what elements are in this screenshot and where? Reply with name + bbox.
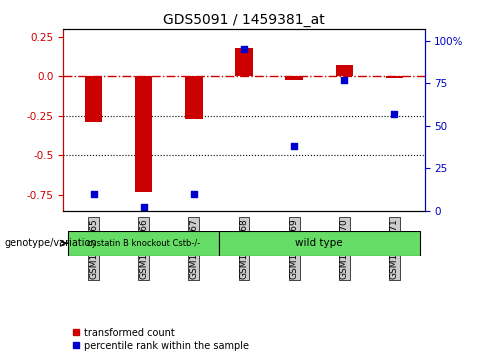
Point: [140, 204, 147, 210]
Point: [240, 46, 248, 52]
Text: cystatin B knockout Cstb-/-: cystatin B knockout Cstb-/-: [87, 239, 200, 248]
Legend: transformed count, percentile rank within the sample: transformed count, percentile rank withi…: [68, 324, 253, 355]
Point: [190, 191, 198, 196]
Bar: [336, 65, 353, 76]
Bar: [85, 76, 102, 122]
Bar: [135, 76, 152, 192]
Bar: [235, 48, 253, 76]
Point: [90, 191, 98, 196]
Point: [290, 143, 298, 149]
Point: [341, 77, 348, 83]
Bar: [219, 231, 420, 256]
Text: genotype/variation: genotype/variation: [5, 238, 98, 248]
Bar: [285, 76, 303, 79]
Bar: [68, 231, 219, 256]
Title: GDS5091 / 1459381_at: GDS5091 / 1459381_at: [163, 13, 325, 26]
Bar: [386, 76, 403, 78]
Text: wild type: wild type: [295, 238, 343, 248]
Bar: [185, 76, 203, 119]
Point: [390, 111, 398, 117]
